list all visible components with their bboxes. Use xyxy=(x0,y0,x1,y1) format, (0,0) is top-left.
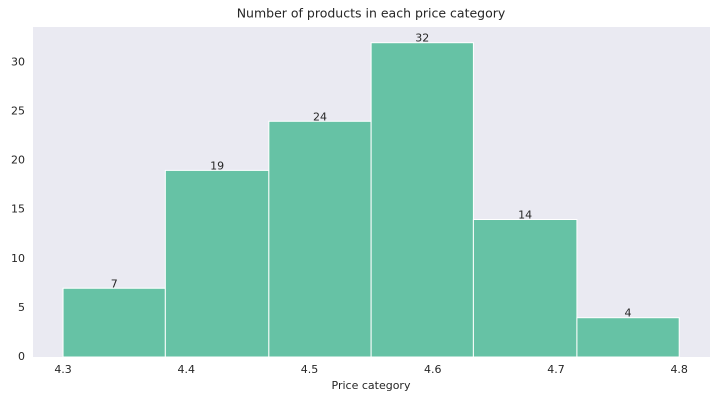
y-tick-label: 0 xyxy=(18,350,25,363)
data-label: 32 xyxy=(415,32,429,45)
y-tick-label: 5 xyxy=(18,301,25,314)
data-label: 19 xyxy=(210,159,224,172)
data-label: 4 xyxy=(625,307,632,320)
chart-title: Number of products in each price categor… xyxy=(237,6,506,21)
histogram-bar xyxy=(576,317,680,358)
x-axis-label: Price category xyxy=(332,379,411,392)
x-tick-label: 4.7 xyxy=(547,363,565,376)
histogram-bar xyxy=(370,42,474,358)
histogram-bar xyxy=(472,219,578,358)
y-tick-label: 25 xyxy=(11,104,25,117)
data-label: 14 xyxy=(518,209,532,222)
x-tick-label: 4.5 xyxy=(301,363,319,376)
data-label: 7 xyxy=(111,277,118,290)
x-tick-label: 4.3 xyxy=(54,363,72,376)
histogram-bar xyxy=(268,120,372,358)
y-tick-label: 30 xyxy=(11,55,25,68)
y-tick-label: 15 xyxy=(11,203,25,216)
data-label: 24 xyxy=(313,110,327,123)
y-tick-label: 10 xyxy=(11,252,25,265)
x-tick-label: 4.8 xyxy=(670,363,688,376)
y-tick-label: 20 xyxy=(11,154,25,167)
histogram-bar xyxy=(62,287,166,358)
histogram-bar xyxy=(164,169,270,358)
x-tick-label: 4.4 xyxy=(178,363,196,376)
x-tick-label: 4.6 xyxy=(424,363,442,376)
